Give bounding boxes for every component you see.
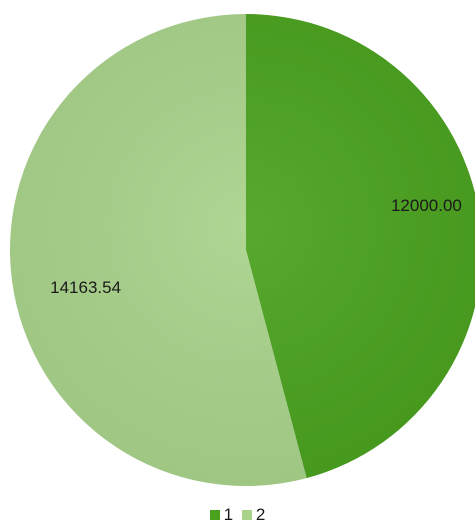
legend-label-2: 2: [255, 505, 266, 524]
legend: 1 2: [0, 505, 475, 525]
legend-swatch-2: [241, 510, 252, 520]
legend-label-1: 1: [223, 505, 234, 524]
pie-chart: 12000.00 14163.54: [10, 14, 475, 486]
data-label-1: 12000.00: [391, 196, 462, 215]
legend-swatch-1: [209, 510, 220, 520]
pie-shading: [10, 14, 475, 486]
legend-entry-2: 2: [241, 505, 266, 525]
data-label-2: 14163.54: [50, 278, 121, 297]
legend-entry-1: 1: [209, 505, 234, 525]
